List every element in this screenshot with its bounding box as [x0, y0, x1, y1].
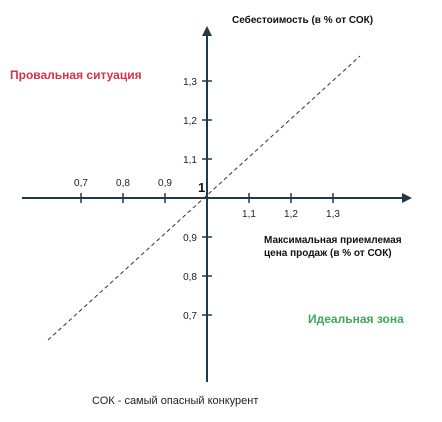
y-tick-label: 1,3 — [183, 77, 197, 88]
y-tick-label: 1,1 — [183, 155, 197, 166]
x-tick-label: 0,7 — [74, 178, 88, 189]
x-axis-title-line2: цена продаж (в % от СОК) — [264, 248, 392, 259]
y-tick-label: 0,7 — [183, 311, 197, 322]
footnote: СОК - самый опасный конкурент — [92, 395, 258, 407]
origin-label: 1 — [198, 180, 205, 195]
x-tick-label: 1,1 — [242, 209, 256, 220]
y-tick-label: 0,8 — [183, 272, 197, 283]
x-tick-label: 1,2 — [284, 209, 298, 220]
y-tick-label: 0,9 — [183, 233, 197, 244]
axis-ticks: 0,7 0,8 0,9 1,1 1,2 1,3 1,1 1,2 1,3 0,9 0,8 0,7 — [74, 77, 340, 322]
y-tick-label: 1,2 — [183, 116, 197, 127]
x-tick-label: 0,8 — [116, 178, 130, 189]
x-tick-label: 0,9 — [158, 178, 172, 189]
zone-fail-label: Провальная ситуация — [10, 68, 142, 82]
x-axis-title-line1: Максимальная приемлемая — [264, 235, 402, 246]
zone-ideal-label: Идеальная зона — [308, 312, 404, 326]
y-axis-title: Себестоимость (в % от СОК) — [232, 14, 373, 26]
x-tick-label: 1,3 — [326, 209, 340, 220]
